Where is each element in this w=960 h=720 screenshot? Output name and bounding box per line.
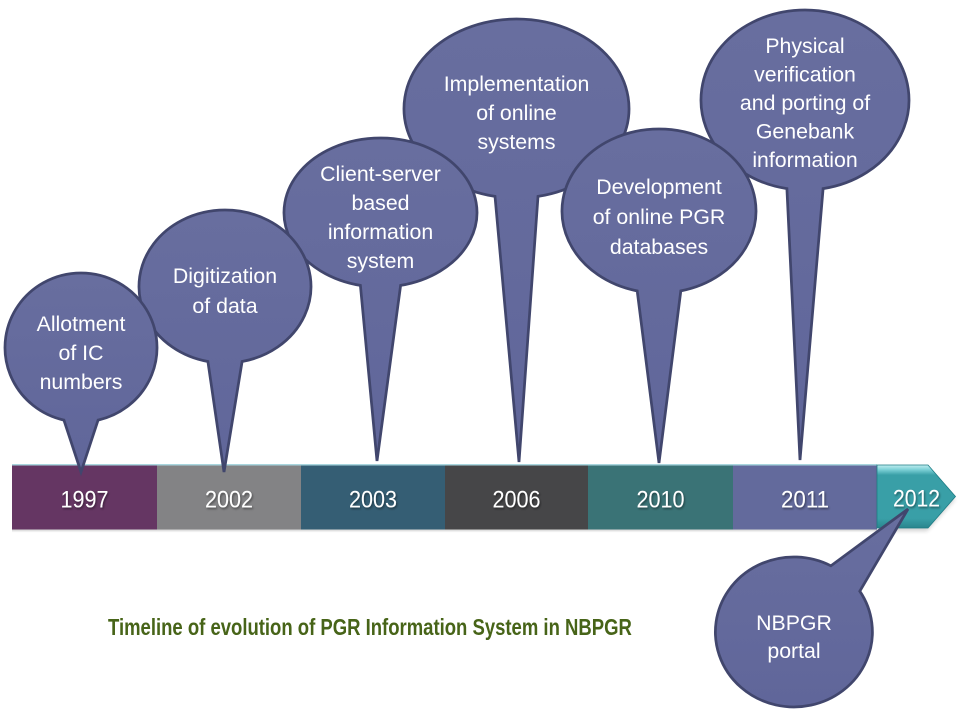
svg-text:databases: databases	[610, 235, 708, 259]
svg-text:Development: Development	[596, 175, 722, 199]
svg-text:Allotment: Allotment	[37, 312, 126, 336]
svg-text:NBPGR: NBPGR	[756, 611, 832, 635]
svg-text:system: system	[347, 249, 414, 273]
svg-text:Physical: Physical	[765, 34, 844, 58]
svg-text:information: information	[328, 220, 433, 244]
svg-text:of online: of online	[476, 101, 557, 125]
svg-text:2003: 2003	[349, 486, 397, 513]
svg-text:of online PGR: of online PGR	[593, 205, 726, 229]
svg-text:portal: portal	[767, 639, 820, 663]
svg-text:2002: 2002	[205, 486, 253, 513]
svg-text:based: based	[351, 191, 409, 215]
svg-text:numbers: numbers	[40, 370, 123, 394]
svg-text:2012: 2012	[893, 485, 940, 512]
svg-text:of IC: of IC	[59, 341, 104, 365]
svg-text:Genebank: Genebank	[756, 120, 855, 144]
svg-text:Client-server: Client-server	[320, 162, 441, 186]
svg-text:1997: 1997	[61, 486, 109, 513]
svg-text:of data: of data	[192, 294, 257, 318]
svg-text:information: information	[752, 148, 857, 172]
svg-text:2010: 2010	[637, 486, 685, 513]
svg-text:verification: verification	[754, 63, 856, 87]
svg-text:Digitization: Digitization	[173, 264, 277, 288]
svg-text:and porting of: and porting of	[740, 91, 870, 115]
svg-text:Timeline of evolution of PGR I: Timeline of evolution of PGR Information…	[108, 615, 632, 640]
svg-text:2011: 2011	[781, 486, 829, 513]
svg-text:2006: 2006	[493, 486, 541, 513]
svg-text:systems: systems	[477, 130, 555, 154]
svg-text:Implementation: Implementation	[444, 72, 590, 96]
